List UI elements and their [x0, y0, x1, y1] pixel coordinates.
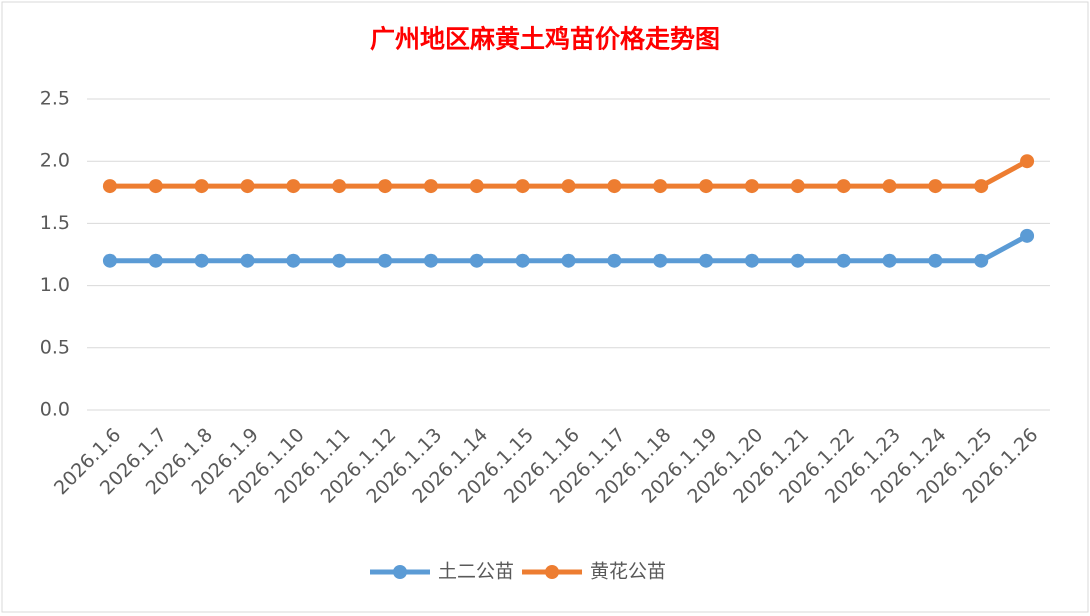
y-tick-label: 2.5 — [40, 88, 70, 110]
y-tick-label: 2.0 — [40, 150, 70, 172]
data-point — [607, 179, 622, 194]
data-point — [790, 253, 805, 268]
data-point — [561, 253, 576, 268]
y-tick-label: 0.0 — [40, 399, 70, 421]
data-point — [928, 179, 943, 194]
data-point — [423, 253, 438, 268]
data-point — [1020, 154, 1035, 169]
data-point — [332, 253, 347, 268]
data-point — [836, 253, 851, 268]
chart-title: 广州地区麻黄土鸡苗价格走势图 — [370, 25, 720, 54]
y-tick-label: 0.5 — [40, 336, 70, 358]
data-point — [332, 179, 347, 194]
legend-marker — [545, 565, 560, 579]
data-point — [607, 253, 622, 268]
legend-label: 土二公苗 — [438, 561, 514, 583]
data-point — [744, 179, 759, 194]
data-point — [515, 253, 530, 268]
data-point — [194, 179, 209, 194]
data-point — [699, 179, 714, 194]
data-point — [240, 253, 255, 268]
data-point — [744, 253, 759, 268]
data-point — [102, 253, 117, 268]
legend-marker — [393, 565, 407, 579]
data-point — [469, 253, 484, 268]
y-tick-label: 1.0 — [40, 274, 70, 296]
data-point — [790, 179, 805, 194]
data-point — [515, 179, 530, 194]
data-point — [836, 179, 851, 194]
data-point — [194, 253, 209, 268]
data-point — [423, 179, 438, 194]
data-point — [378, 179, 393, 194]
data-point — [882, 253, 897, 268]
data-point — [286, 253, 301, 268]
data-point — [378, 253, 393, 268]
data-point — [469, 179, 484, 194]
data-point — [286, 179, 301, 194]
data-point — [699, 253, 714, 268]
y-tick-label: 1.5 — [40, 212, 70, 234]
data-point — [102, 179, 117, 194]
data-point — [148, 179, 163, 194]
data-point — [148, 253, 163, 268]
data-point — [240, 179, 255, 194]
data-point — [1020, 228, 1035, 243]
data-point — [974, 253, 989, 268]
data-point — [561, 179, 576, 194]
data-point — [882, 179, 897, 194]
legend-label: 黄花公苗 — [590, 561, 666, 583]
data-point — [653, 253, 668, 268]
data-point — [928, 253, 943, 268]
data-point — [974, 179, 989, 194]
data-point — [653, 179, 668, 194]
